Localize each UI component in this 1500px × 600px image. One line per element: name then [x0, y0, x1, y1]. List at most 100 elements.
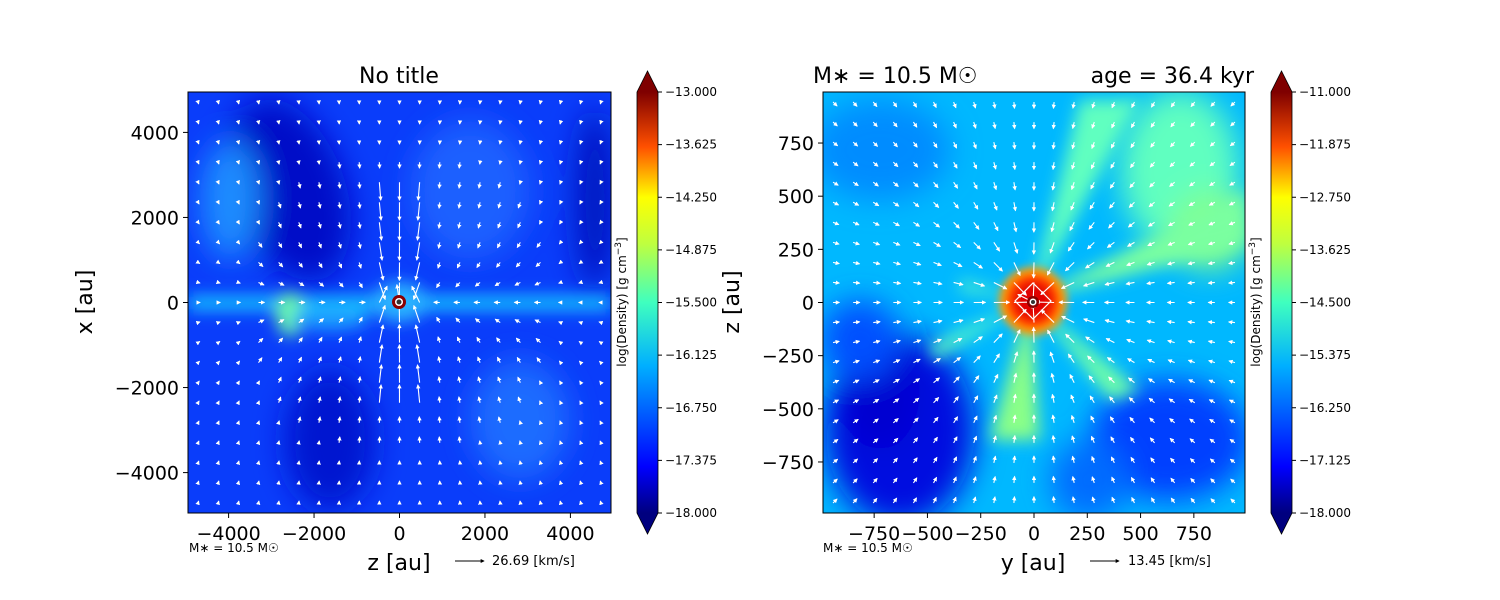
- velocity-arrow: [1189, 161, 1196, 167]
- x-tick-label: 750: [1176, 523, 1212, 545]
- velocity-arrow: [579, 500, 584, 506]
- velocity-arrow: [1130, 161, 1135, 169]
- velocity-arrow: [416, 182, 421, 201]
- velocity-arrow: [1229, 141, 1236, 147]
- velocity-arrow: [852, 498, 858, 504]
- velocity-arrow: [953, 261, 963, 268]
- velocity-arrow: [832, 181, 839, 186]
- velocity-arrow: [1130, 456, 1135, 464]
- velocity-arrow: [457, 436, 462, 443]
- velocity-arrow: [1170, 101, 1176, 108]
- velocity-arrow: [457, 396, 462, 403]
- velocity-arrow: [1050, 372, 1055, 383]
- velocity-arrow: [933, 358, 941, 364]
- velocity-arrow: [872, 201, 880, 207]
- velocity-arrow: [215, 380, 220, 386]
- velocity-arrow: [414, 262, 421, 281]
- velocity-arrow: [599, 199, 604, 205]
- velocity-arrow: [215, 460, 220, 466]
- velocity-arrow: [1228, 379, 1236, 384]
- velocity-arrow: [558, 321, 564, 326]
- velocity-arrow: [892, 121, 898, 128]
- velocity-arrow: [992, 414, 998, 423]
- velocity-arrow: [1013, 282, 1027, 296]
- velocity-arrow: [235, 340, 241, 346]
- colorbar-tick-label: −12.750: [1299, 190, 1351, 204]
- velocity-arrow: [993, 262, 1003, 272]
- velocity-arrow: [992, 435, 997, 443]
- right-colorbar-label: log(Density) [g cm−3]: [1248, 237, 1263, 366]
- velocity-arrow: [318, 282, 325, 287]
- velocity-arrow: [893, 339, 901, 344]
- colorbar-tick-label: −14.500: [1299, 296, 1351, 310]
- velocity-arrow: [973, 355, 981, 364]
- velocity-arrow: [298, 337, 303, 343]
- velocity-arrow: [973, 221, 980, 230]
- velocity-arrow: [832, 260, 840, 266]
- velocity-arrow: [1187, 339, 1195, 344]
- velocity-arrow: [832, 201, 840, 206]
- velocity-arrow: [993, 353, 1000, 363]
- velocity-arrow: [215, 99, 220, 105]
- velocity-arrow: [1106, 357, 1115, 364]
- velocity-arrow: [1051, 455, 1056, 463]
- right-density-map: [823, 92, 1245, 513]
- velocity-arrow: [1090, 181, 1095, 190]
- velocity-arrow: [357, 336, 362, 343]
- velocity-arrow: [832, 458, 839, 464]
- velocity-arrow: [195, 259, 201, 264]
- velocity-arrow: [852, 121, 858, 127]
- velocity-arrow: [599, 139, 604, 145]
- velocity-arrow: [992, 182, 998, 191]
- velocity-arrow: [255, 139, 261, 145]
- velocity-arrow: [558, 239, 564, 245]
- velocity-arrow: [514, 281, 521, 286]
- velocity-arrow: [852, 161, 859, 167]
- velocity-arrow: [317, 202, 322, 209]
- velocity-arrow: [1108, 221, 1115, 229]
- velocity-arrow: [853, 320, 861, 325]
- velocity-arrow: [933, 377, 941, 384]
- velocity-arrow: [195, 99, 200, 105]
- velocity-arrow: [1190, 121, 1196, 128]
- velocity-arrow: [1189, 141, 1196, 147]
- velocity-arrow: [358, 316, 363, 323]
- velocity-arrow: [1051, 414, 1056, 423]
- velocity-arrow: [456, 262, 461, 269]
- velocity-arrow: [832, 438, 839, 444]
- velocity-arrow: [1126, 338, 1135, 344]
- velocity-arrow: [992, 475, 997, 484]
- velocity-arrow: [933, 338, 942, 344]
- velocity-arrow: [276, 160, 281, 165]
- velocity-arrow: [1230, 498, 1236, 504]
- velocity-arrow: [412, 304, 421, 323]
- velocity-arrow: [515, 262, 521, 268]
- velocity-arrow: [579, 159, 584, 165]
- velocity-arrow: [598, 320, 604, 326]
- velocity-arrow: [913, 280, 922, 286]
- velocity-arrow: [1129, 181, 1135, 189]
- velocity-arrow: [1230, 121, 1236, 127]
- velocity-arrow: [1070, 394, 1075, 403]
- velocity-arrow: [436, 282, 441, 289]
- velocity-arrow: [235, 460, 240, 466]
- velocity-arrow: [1012, 182, 1017, 191]
- velocity-arrow: [872, 418, 879, 424]
- velocity-arrow: [1169, 161, 1176, 168]
- velocity-arrow: [337, 436, 342, 443]
- velocity-arrow: [1109, 201, 1115, 209]
- velocity-arrow: [1168, 201, 1175, 207]
- right-ylabel: z [au]: [720, 270, 745, 333]
- velocity-arrow: [337, 162, 342, 169]
- velocity-arrow: [913, 241, 921, 247]
- velocity-arrow: [913, 358, 921, 364]
- velocity-arrow: [338, 282, 344, 288]
- velocity-arrow: [1129, 416, 1135, 424]
- velocity-arrow: [277, 202, 282, 209]
- velocity-arrow: [1049, 242, 1055, 254]
- velocity-arrow: [195, 199, 200, 205]
- velocity-arrow: [952, 496, 957, 504]
- y-tick-label: 4000: [131, 122, 179, 144]
- velocity-arrow: [1228, 240, 1236, 246]
- y-tick-label: −2000: [115, 378, 179, 400]
